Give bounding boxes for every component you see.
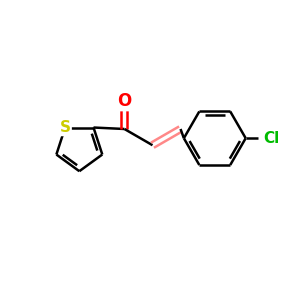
Text: S: S — [60, 120, 70, 135]
Text: Cl: Cl — [263, 131, 280, 146]
Text: O: O — [117, 92, 132, 110]
